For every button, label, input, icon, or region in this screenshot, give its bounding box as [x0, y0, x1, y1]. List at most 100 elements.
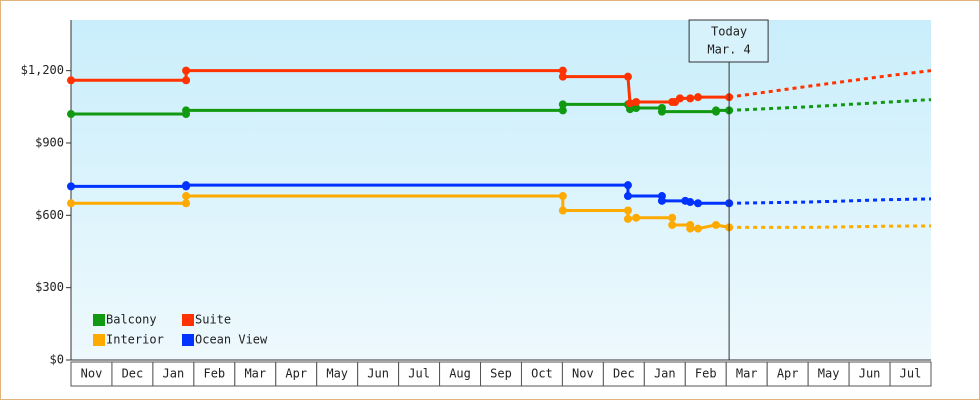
y-tick-label: $900 [35, 135, 64, 149]
month-cell [561, 361, 604, 387]
x-tick-label: Jun [367, 367, 389, 381]
month-cell [316, 361, 359, 387]
point [558, 72, 567, 81]
point [657, 107, 666, 116]
month-cell [643, 361, 686, 387]
legend-swatch [182, 314, 194, 326]
point [686, 94, 695, 103]
today-label: Today [711, 25, 747, 39]
x-tick-label: Dec [613, 367, 635, 381]
x-tick-label: Sep [490, 367, 512, 381]
month-cell [725, 361, 768, 387]
month-cell [889, 361, 932, 387]
x-tick-label: Aug [449, 367, 471, 381]
plot-area [71, 20, 931, 360]
point [182, 76, 191, 85]
point [686, 224, 695, 233]
month-cell [193, 361, 236, 387]
forecast-line [728, 69, 932, 99]
point [182, 66, 191, 75]
point [558, 66, 567, 75]
point [686, 198, 695, 207]
point [623, 206, 632, 215]
x-tick-label: Nov [81, 367, 103, 381]
month-cell [398, 361, 441, 387]
x-tick-label: Apr [777, 367, 799, 381]
x-tick-label: May [326, 367, 348, 381]
point [626, 99, 634, 108]
month-cell [234, 361, 277, 387]
point [623, 181, 632, 190]
point [67, 76, 75, 85]
point [657, 196, 666, 205]
point [632, 104, 641, 113]
point [668, 213, 677, 222]
forecast-line [729, 98, 932, 112]
x-tick-label: Feb [695, 367, 717, 381]
x-tick-label: Jan [654, 367, 676, 381]
x-tick-label: Feb [203, 367, 225, 381]
x-tick-label: Jul [900, 367, 922, 381]
x-tick-label: Jan [163, 367, 185, 381]
month-cell [357, 361, 400, 387]
legend-label: Ocean View [195, 333, 268, 347]
forecast-line [729, 197, 932, 205]
point [182, 192, 191, 201]
y-tick-label: $0 [50, 353, 64, 367]
point [558, 106, 567, 115]
point [558, 206, 567, 215]
point [67, 199, 75, 208]
legend-label: Balcony [106, 313, 157, 327]
month-cell [439, 361, 482, 387]
y-tick-label: $300 [35, 280, 64, 294]
point [712, 220, 720, 229]
x-tick-label: Mar [736, 367, 758, 381]
point [693, 224, 702, 233]
point [182, 181, 191, 190]
legend-swatch [93, 334, 105, 346]
x-tick-label: Jun [859, 367, 881, 381]
month-cell [111, 361, 154, 387]
x-tick-label: Nov [572, 367, 594, 381]
point [182, 199, 191, 208]
point [675, 94, 684, 103]
month-cell [848, 361, 891, 387]
month-cell [807, 361, 850, 387]
point [67, 110, 75, 119]
point [623, 72, 632, 81]
legend-label: Suite [195, 313, 231, 327]
point [693, 199, 702, 208]
point [712, 106, 720, 115]
point [623, 192, 632, 201]
today-box [688, 19, 769, 63]
month-cell [152, 361, 195, 387]
x-tick-label: May [818, 367, 840, 381]
point [668, 220, 677, 229]
point [632, 97, 641, 106]
x-tick-label: Oct [531, 367, 553, 381]
legend-label: Interior [106, 333, 164, 347]
x-tick-label: Dec [122, 367, 144, 381]
y-tick-label: $600 [35, 208, 64, 222]
point [67, 182, 75, 191]
x-tick-label: Jul [408, 367, 430, 381]
y-tick-label: $1,200 [21, 63, 64, 77]
point [693, 93, 702, 102]
point [632, 213, 641, 222]
point [626, 105, 634, 114]
today-label: Mar. 4 [707, 43, 750, 57]
month-cell [70, 361, 113, 387]
legend-swatch [182, 334, 194, 346]
x-tick-label: Mar [244, 367, 266, 381]
point [623, 214, 632, 223]
point [182, 106, 191, 115]
point [558, 192, 567, 201]
x-tick-label: Apr [285, 367, 307, 381]
legend-swatch [93, 314, 105, 326]
month-cell [684, 361, 727, 387]
month-cell [275, 361, 318, 387]
point [558, 100, 567, 109]
month-cell [766, 361, 809, 387]
month-cell [602, 361, 645, 387]
